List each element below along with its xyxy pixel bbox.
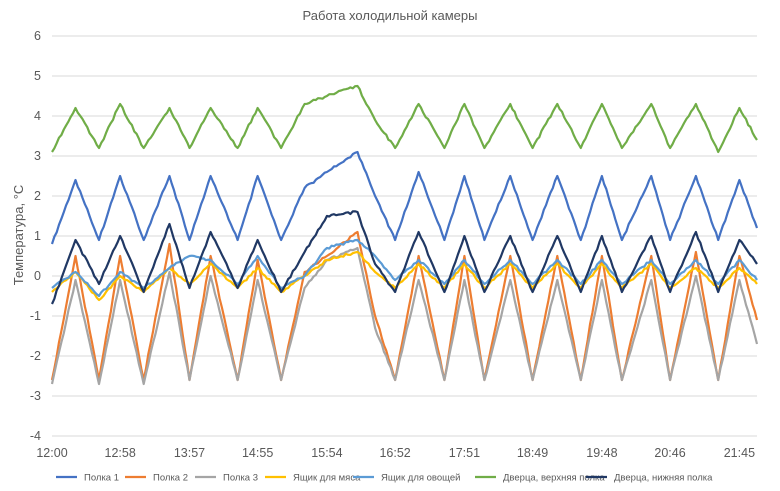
x-tick-label: 15:54 xyxy=(311,446,342,460)
y-axis-label: Температура, °С xyxy=(11,185,26,286)
y-tick-label: 4 xyxy=(34,109,41,123)
x-tick-label: 12:58 xyxy=(105,446,136,460)
x-tick-label: 16:52 xyxy=(379,446,410,460)
y-tick-label: 1 xyxy=(34,229,41,243)
series-lines xyxy=(50,84,759,386)
y-tick-label: 2 xyxy=(34,189,41,203)
x-tick-label: 14:55 xyxy=(242,446,273,460)
x-axis-ticks: 12:00 12:58 13:57 14:55 15:54 16:52 17:51 18:49… xyxy=(36,446,755,460)
legend: Полка 1 Полка 2 Полка 3 Ящик для мяса Ящик д… xyxy=(56,473,713,484)
legend-label: Полка 2 xyxy=(153,473,188,484)
x-tick-label: 17:51 xyxy=(449,446,480,460)
x-tick-label: 20:46 xyxy=(654,446,685,460)
legend-label: Ящик для овощей xyxy=(381,473,460,484)
chart-title: Работа холодильной камеры xyxy=(303,8,478,23)
y-axis-ticks: 6 5 4 3 2 1 0 -1 -2 -3 -4 xyxy=(30,29,41,443)
series-line xyxy=(50,210,758,305)
y-tick-label: -2 xyxy=(30,349,41,363)
y-tick-label: 6 xyxy=(34,29,41,43)
x-tick-label: 13:57 xyxy=(174,446,205,460)
legend-label: Полка 3 xyxy=(223,473,258,484)
series-line xyxy=(51,84,758,154)
series-line xyxy=(51,238,758,298)
y-tick-label: 0 xyxy=(34,269,41,283)
legend-label: Полка 1 xyxy=(84,473,119,484)
legend-label: Дверца, верхняя полка xyxy=(503,473,605,484)
y-tick-label: 5 xyxy=(34,69,41,83)
y-tick-label: -1 xyxy=(30,309,41,323)
y-tick-label: -3 xyxy=(30,389,41,403)
y-tick-label: -4 xyxy=(30,429,41,443)
legend-label: Дверца, нижняя полка xyxy=(614,473,713,484)
x-tick-label: 21:45 xyxy=(724,446,755,460)
series-line xyxy=(50,230,759,382)
series-line xyxy=(50,246,759,386)
series-line xyxy=(50,150,759,245)
x-tick-label: 18:49 xyxy=(517,446,548,460)
x-tick-label: 12:00 xyxy=(36,446,67,460)
series-line xyxy=(51,250,758,302)
x-tick-label: 19:48 xyxy=(586,446,617,460)
y-tick-label: 3 xyxy=(34,149,41,163)
legend-label: Ящик для мяса xyxy=(293,473,361,484)
